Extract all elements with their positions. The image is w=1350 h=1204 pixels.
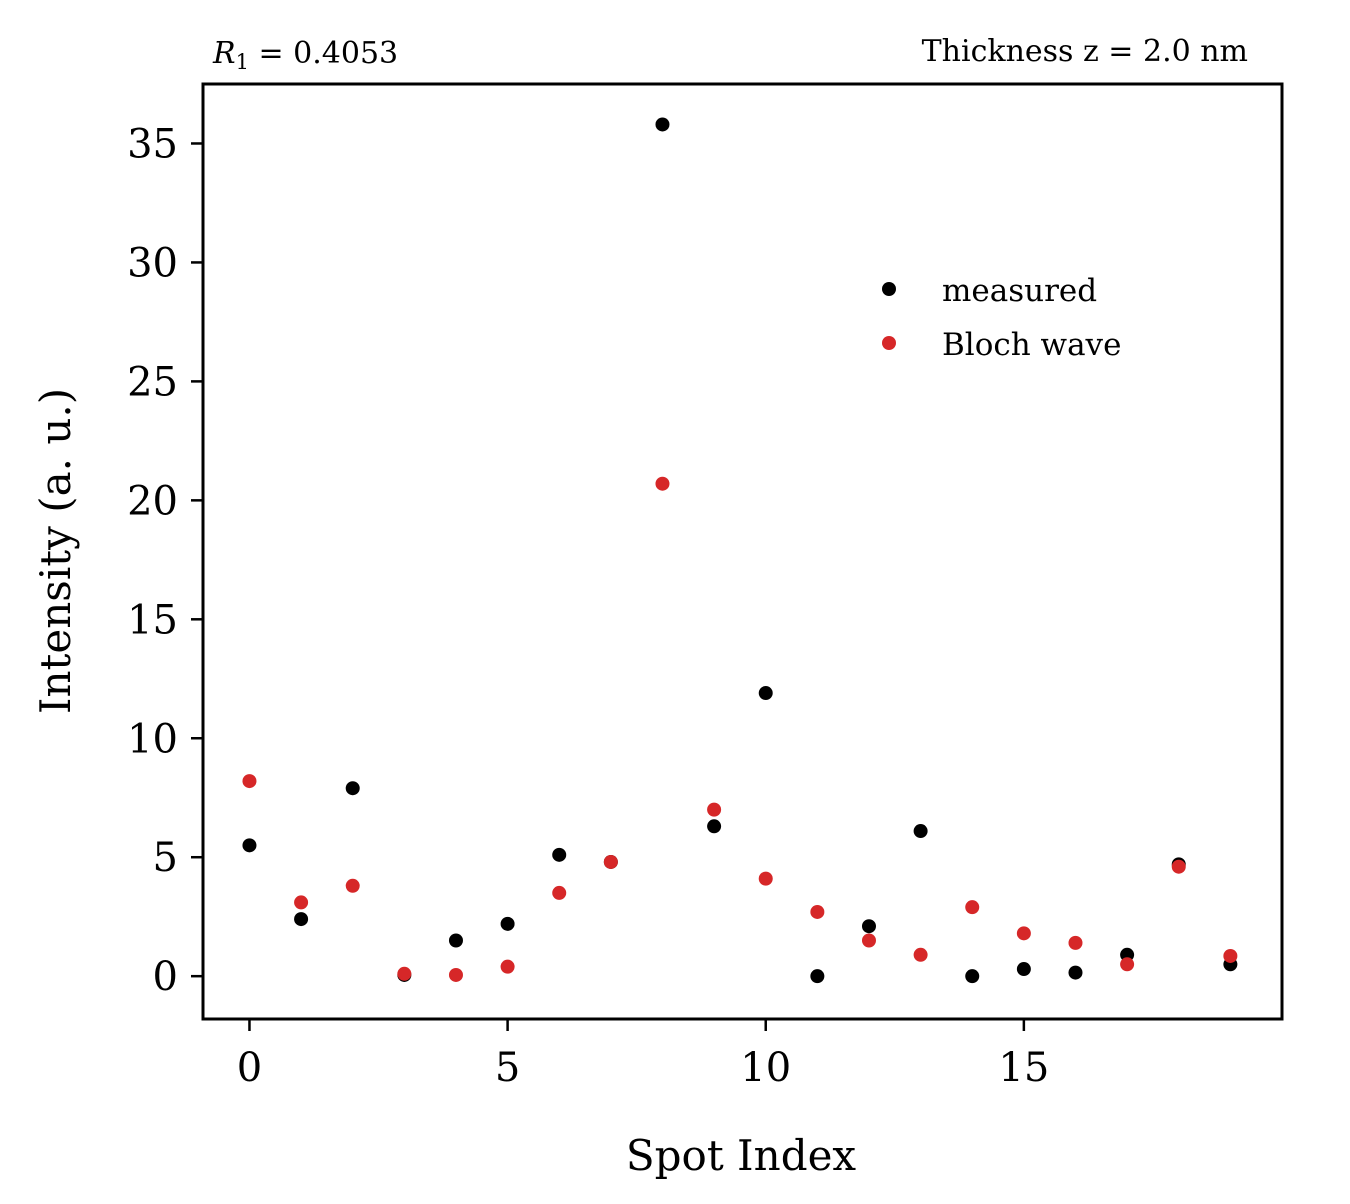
y-tick-label-5: 5 bbox=[153, 835, 178, 881]
x-tick-label-5: 5 bbox=[495, 1045, 520, 1091]
ticks-layer: 0 5 10 15 0 5 10 15 20 25 30 35 bbox=[127, 121, 1049, 1091]
point-measured-5 bbox=[500, 916, 515, 931]
point-bloch-wave-11 bbox=[810, 904, 825, 919]
legend-label-bloch-wave: Bloch wave bbox=[942, 327, 1121, 363]
point-bloch-wave-2 bbox=[345, 878, 360, 893]
legend-marker-measured bbox=[882, 282, 896, 296]
point-bloch-wave-6 bbox=[552, 885, 567, 900]
point-measured-12 bbox=[861, 919, 876, 934]
title-left-rest: = 0.4053 bbox=[249, 36, 398, 71]
point-bloch-wave-18 bbox=[1171, 859, 1186, 874]
point-measured-6 bbox=[552, 847, 567, 862]
y-axis-label: Intensity (a. u.) bbox=[31, 388, 80, 714]
point-measured-4 bbox=[448, 933, 463, 948]
title-left: R1 = 0.4053 bbox=[212, 36, 398, 74]
legend: measured Bloch wave bbox=[882, 273, 1121, 363]
x-axis-label: Spot Index bbox=[626, 1131, 857, 1180]
point-bloch-wave-13 bbox=[913, 947, 928, 962]
point-measured-0 bbox=[242, 838, 257, 853]
point-bloch-wave-12 bbox=[861, 933, 876, 948]
title-right: Thickness z = 2.0 nm bbox=[922, 34, 1248, 69]
point-bloch-wave-15 bbox=[1016, 926, 1031, 941]
title-left-subscript: 1 bbox=[236, 50, 249, 74]
point-measured-10 bbox=[758, 686, 773, 701]
legend-label-measured: measured bbox=[942, 273, 1097, 309]
point-measured-1 bbox=[294, 912, 309, 927]
x-tick-label-0: 0 bbox=[237, 1045, 262, 1091]
point-bloch-wave-4 bbox=[448, 967, 463, 982]
point-bloch-wave-17 bbox=[1120, 957, 1135, 972]
x-tick-label-15: 15 bbox=[998, 1045, 1049, 1091]
point-bloch-wave-14 bbox=[965, 900, 980, 915]
point-bloch-wave-5 bbox=[500, 959, 515, 974]
point-bloch-wave-0 bbox=[242, 774, 257, 789]
point-bloch-wave-10 bbox=[758, 871, 773, 886]
point-measured-8 bbox=[655, 117, 670, 132]
point-measured-9 bbox=[707, 819, 722, 834]
point-measured-11 bbox=[810, 969, 825, 984]
point-bloch-wave-3 bbox=[397, 966, 412, 981]
point-bloch-wave-8 bbox=[655, 476, 670, 491]
title-left-symbol: R bbox=[212, 36, 236, 71]
point-bloch-wave-1 bbox=[294, 895, 309, 910]
point-bloch-wave-19 bbox=[1223, 948, 1238, 963]
y-tick-label-15: 15 bbox=[127, 597, 178, 643]
y-tick-label-25: 25 bbox=[127, 359, 178, 405]
x-tick-label-10: 10 bbox=[740, 1045, 791, 1091]
point-bloch-wave-9 bbox=[707, 802, 722, 817]
y-tick-label-30: 30 bbox=[127, 240, 178, 286]
y-tick-label-10: 10 bbox=[127, 716, 178, 762]
point-measured-15 bbox=[1016, 962, 1031, 977]
y-tick-label-35: 35 bbox=[127, 121, 178, 167]
y-tick-label-20: 20 bbox=[127, 478, 178, 524]
legend-marker-bloch-wave bbox=[882, 336, 896, 350]
point-measured-16 bbox=[1068, 965, 1083, 980]
point-measured-13 bbox=[913, 824, 928, 839]
point-measured-2 bbox=[345, 781, 360, 796]
y-tick-label-0: 0 bbox=[153, 954, 178, 1000]
point-bloch-wave-16 bbox=[1068, 935, 1083, 950]
plot-frame bbox=[201, 82, 1284, 1021]
point-measured-14 bbox=[965, 969, 980, 984]
point-bloch-wave-7 bbox=[603, 854, 618, 869]
points-layer bbox=[242, 117, 1238, 984]
